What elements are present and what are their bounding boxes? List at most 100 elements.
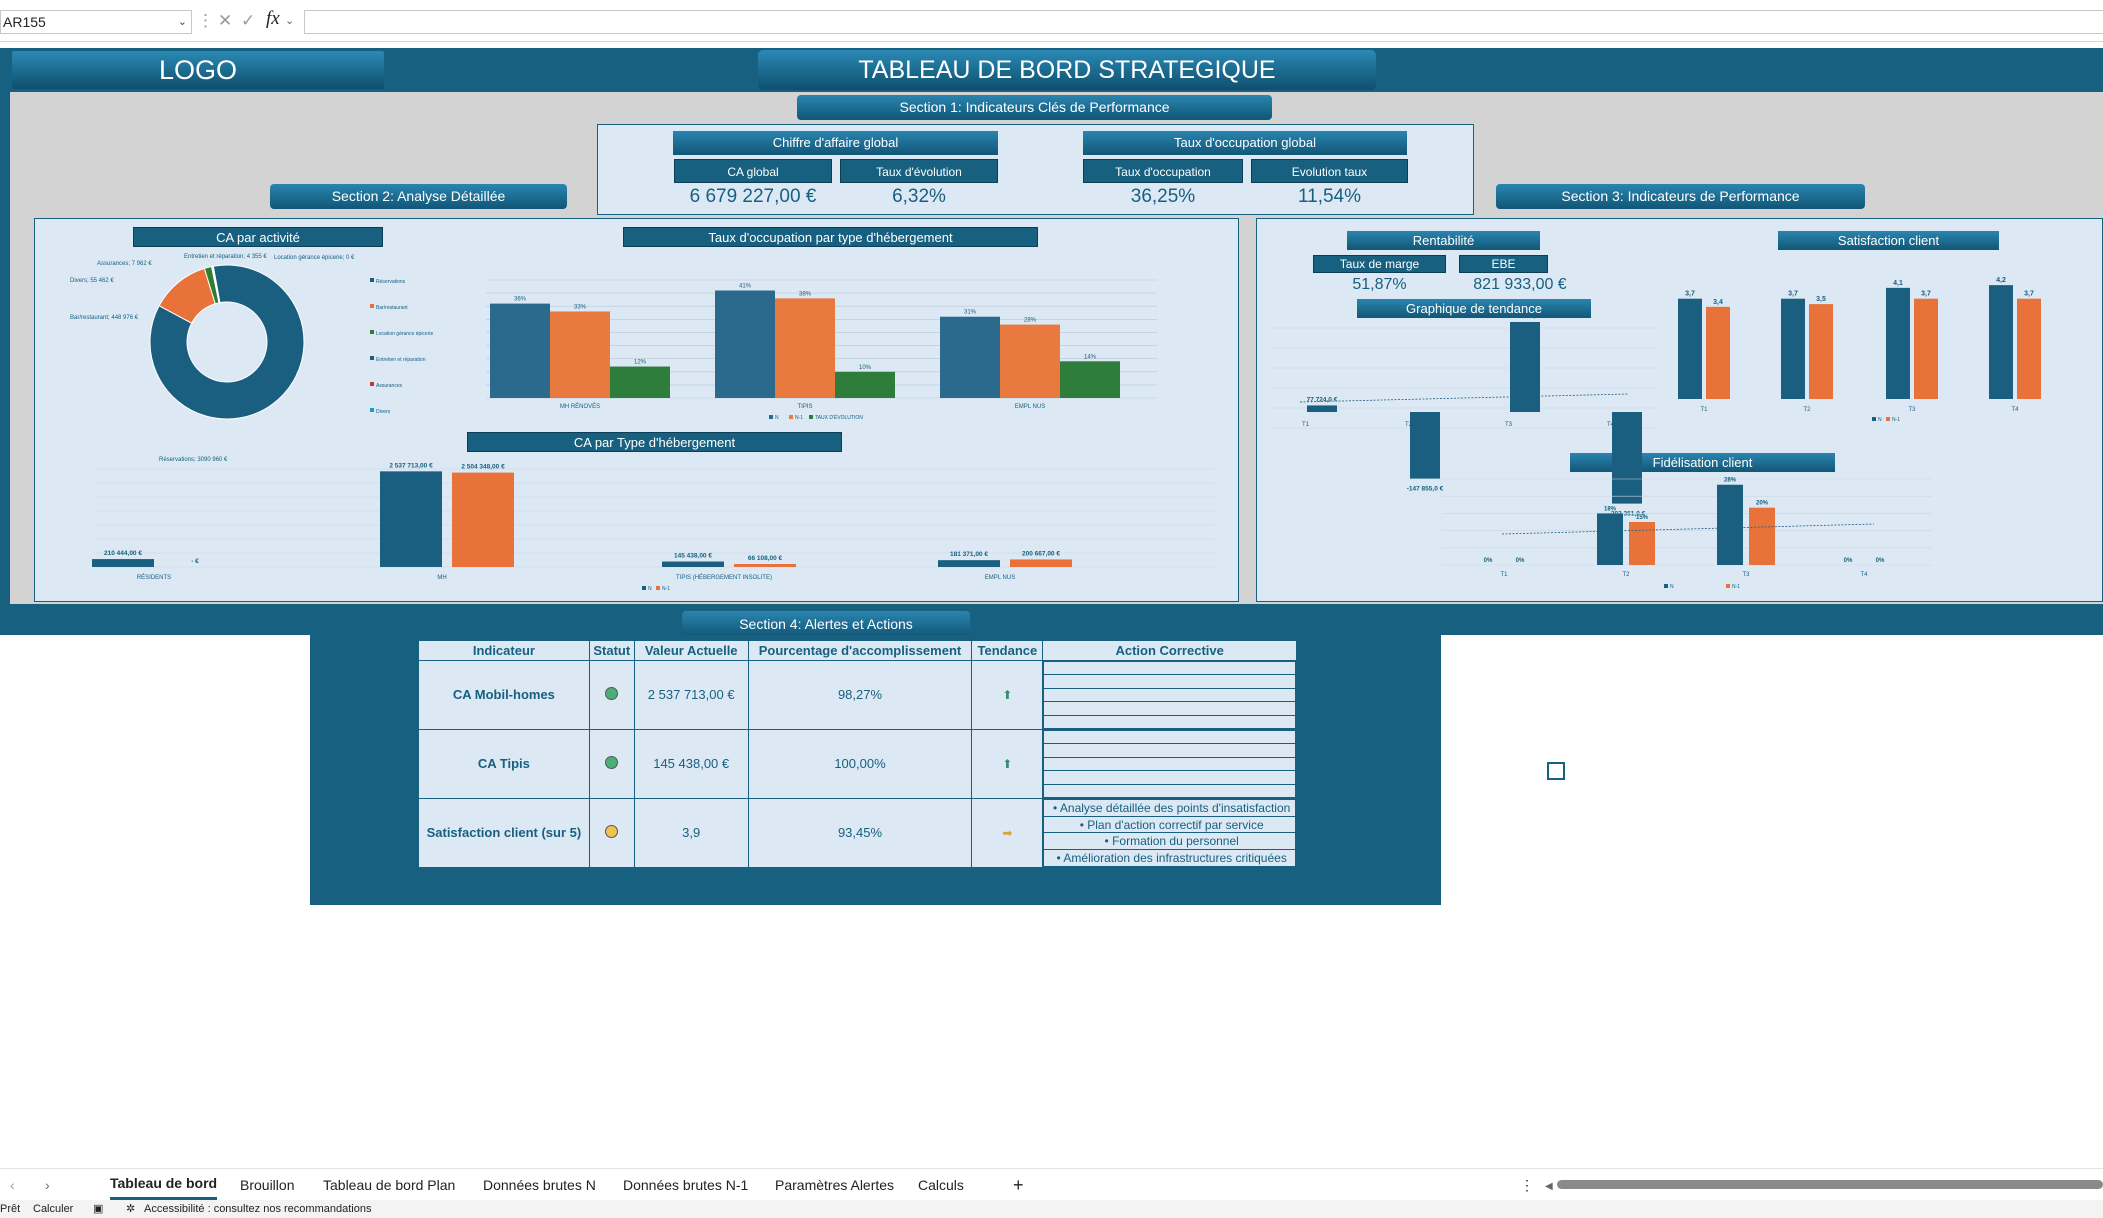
action-cell[interactable] [1043,770,1296,785]
taux-occ-title: Taux d'occupation par type d'hébergement [623,227,1038,247]
insert-function-icon[interactable]: fx [266,8,280,29]
sheet-tab[interactable]: Données brutes N [483,1177,596,1193]
pct-cell[interactable]: 98,27% [747,660,973,730]
action-cell[interactable] [1043,714,1296,729]
trend-cell[interactable]: ⬆ [971,660,1044,730]
bar-label: 0% [1516,558,1525,564]
cancel-icon[interactable]: ✕ [218,11,233,30]
bar [1706,306,1730,399]
status-calculate[interactable]: Calculer [33,1203,74,1215]
formula-input[interactable] [304,10,2103,34]
alerts-row: Satisfaction client (sur 5) 3,9 93,45% ➡ • A… [418,797,1297,868]
selected-cell[interactable] [1547,762,1565,780]
value-cell[interactable]: 2 537 713,00 € [633,660,749,730]
trend-cell[interactable]: ⬆ [971,728,1044,799]
more-options-icon[interactable]: ⋮ [1520,1177,1534,1193]
sheet-tab[interactable]: Données brutes N-1 [623,1177,749,1193]
status-cell[interactable] [588,797,635,868]
status-bar: Prêt Calculer ▣ ✲ Accessibilité : consul… [0,1200,2103,1218]
ca-activite-title: CA par activité [133,227,383,247]
bar-label: 33% [574,304,587,310]
action-cell[interactable]: • Formation du personnel [1043,832,1296,851]
evolution-taux-label: Evolution taux [1251,159,1408,183]
action-cell[interactable] [1043,756,1296,772]
arrow-right-icon: ➡ [1002,826,1013,841]
bar [1612,412,1642,504]
action-cell[interactable] [1043,783,1296,798]
action-corrective-cell[interactable] [1042,660,1297,730]
tab-next-icon[interactable]: › [45,1177,50,1193]
x-tick-label: RÉSIDENTS [137,574,171,581]
status-dot-icon [605,686,619,700]
taux-evolution-value: 6,32% [892,186,946,207]
legend-label: Bar/restaurant [376,305,408,311]
alerts-row: CA Mobil-homes 2 537 713,00 €98,27% ⬆ [418,660,1297,730]
bar-label: 200 667,00 € [1022,550,1060,557]
sheet-tab[interactable]: Tableau de bord [110,1169,218,1200]
more-options-icon[interactable]: ⋮ [197,11,214,30]
enter-icon[interactable]: ✓ [241,11,256,30]
status-cell[interactable] [588,660,635,730]
name-box[interactable]: AR155 ⌄ [0,10,192,34]
status-dot-icon [605,755,619,769]
accessibility-icon[interactable]: ✲ [126,1203,136,1215]
ca-global-title: Chiffre d'affaire global [673,131,998,155]
alerts-header-cell: Indicateur [418,640,590,661]
indicator-cell[interactable]: Satisfaction client (sur 5) [418,797,590,868]
fx-chevron-icon[interactable]: ⌄ [285,15,295,27]
alerts-header-cell: Valeur Actuelle [633,640,749,661]
bar [1989,285,2013,399]
chevron-down-icon[interactable]: ⌄ [177,16,187,28]
bar [1060,361,1120,398]
bar-label: 2 504 348,00 € [461,464,505,471]
bar [734,564,796,567]
trend-cell[interactable]: ➡ [971,797,1044,868]
bar-label: -147 855,0 € [1407,486,1444,493]
sheet-tab[interactable]: Calculs [918,1177,964,1193]
add-sheet-icon[interactable]: + [1013,1175,1024,1195]
bar-label: 4,1 [1893,280,1903,287]
status-cell[interactable] [588,728,635,799]
action-corrective-cell[interactable] [1042,728,1297,799]
action-cell[interactable] [1043,687,1296,703]
bar-label: 2 537 713,00 € [389,462,433,469]
legend-swatch [769,415,773,419]
action-corrective-cell[interactable]: • Analyse détaillée des points d'insatis… [1042,797,1297,868]
pct-cell[interactable]: 93,45% [747,797,973,868]
x-tick-label: EMPL NUS [1015,404,1045,410]
action-cell[interactable]: • Analyse détaillée des points d'insatis… [1043,798,1296,817]
scroll-left-icon[interactable]: ◀ [1545,1181,1553,1192]
action-cell[interactable] [1043,674,1296,689]
indicator-cell[interactable]: CA Mobil-homes [418,660,590,730]
action-cell[interactable] [1043,743,1296,758]
action-cell[interactable]: • Amélioration des infrastructures criti… [1043,849,1296,867]
sheet-tab[interactable]: Paramètres Alertes [775,1177,895,1193]
bar-label: 3,7 [2024,291,2034,298]
action-cell[interactable] [1043,701,1296,716]
value-cell[interactable]: 3,9 [633,797,749,868]
legend-swatch [370,278,374,282]
horizontal-scrollbar[interactable] [1557,1180,2103,1189]
x-tick-label: EMPL NUS [985,575,1015,581]
ebe-value: 821 933,00 € [1473,276,1567,293]
alerts-row: CA Tipis 145 438,00 €100,00% ⬆ [418,728,1297,799]
bar-label: 0% [1844,558,1853,564]
tab-prev-icon[interactable]: ‹ [10,1177,15,1193]
macro-icon[interactable]: ▣ [93,1203,104,1215]
action-cell[interactable]: • Plan d'action correctif par service [1043,815,1296,834]
status-accessibility[interactable]: Accessibilité : consultez nos recommanda… [144,1203,372,1215]
tendance-title: Graphique de tendance [1357,299,1591,318]
sheet-tab[interactable]: Brouillon [240,1177,295,1193]
page-title: TABLEAU DE BORD STRATEGIQUE [758,50,1376,90]
status-dot-icon [605,824,619,838]
indicator-cell[interactable]: CA Tipis [418,728,590,799]
pct-cell[interactable]: 100,00% [747,728,973,799]
bar [92,559,154,567]
action-cell[interactable] [1043,660,1296,676]
bar [1809,304,1833,399]
bar [1010,559,1072,567]
action-cell[interactable] [1043,729,1296,745]
sheet-tab[interactable]: Tableau de bord Plan [323,1177,456,1193]
value-cell[interactable]: 145 438,00 € [633,728,749,799]
pie-slice [149,264,305,420]
